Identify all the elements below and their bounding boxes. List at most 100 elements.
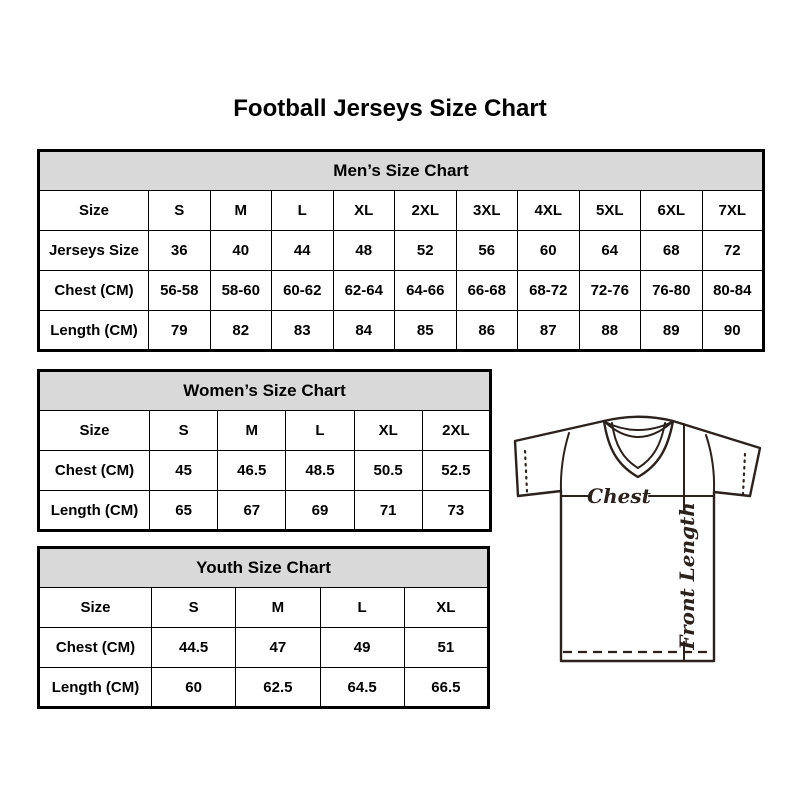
row-label: Size xyxy=(38,587,152,628)
table-cell: 83 xyxy=(271,310,334,351)
table-cell: 80-84 xyxy=(701,270,764,311)
table-cell: 66.5 xyxy=(403,667,490,708)
row-label: Length (CM) xyxy=(38,490,150,531)
mens-table-header: Men’s Size Chart xyxy=(38,150,764,191)
jersey-armhole-right-seam xyxy=(705,434,716,493)
table-cell: 46.5 xyxy=(217,450,287,491)
table-cell: 3XL xyxy=(455,190,518,231)
table-cell: 52 xyxy=(394,230,457,271)
row-label: Size xyxy=(38,190,149,231)
table-cell: 2XL xyxy=(421,410,492,451)
table-cell: 49 xyxy=(319,627,405,668)
jersey-measurement-diagram: Chest Front Length xyxy=(513,415,762,663)
table-header-row: Men’s Size Chart xyxy=(38,150,764,191)
row-label: Chest (CM) xyxy=(38,270,149,311)
table-cell: 4XL xyxy=(517,190,580,231)
table-cell: 72-76 xyxy=(578,270,641,311)
table-cell: 45 xyxy=(148,450,219,491)
table-cell: 64 xyxy=(578,230,641,271)
table-cell: 76-80 xyxy=(640,270,703,311)
table-cell: L xyxy=(319,587,405,628)
table-cell: XL xyxy=(353,410,423,451)
table-cell: 62-64 xyxy=(332,270,395,311)
table-cell: M xyxy=(217,410,287,451)
table-cell: 87 xyxy=(517,310,580,351)
table-cell: S xyxy=(148,190,211,231)
table-cell: 47 xyxy=(235,627,321,668)
table-row: Jerseys Size 36 40 44 48 52 56 60 64 68 … xyxy=(38,230,764,271)
row-label: Size xyxy=(38,410,150,451)
sleeve-cuff-left-dotted-line xyxy=(523,449,529,494)
table-cell: S xyxy=(150,587,237,628)
table-cell: 66-68 xyxy=(455,270,518,311)
table-cell: 58-60 xyxy=(209,270,272,311)
table-row: Length (CM) 79 82 83 84 85 86 87 88 89 9… xyxy=(38,310,764,351)
womens-size-table: Women’s Size Chart Size S M L XL 2XL Che… xyxy=(37,369,492,532)
womens-table-header: Women’s Size Chart xyxy=(38,370,491,411)
table-cell: 64-66 xyxy=(394,270,457,311)
table-cell: 82 xyxy=(209,310,272,351)
youth-size-table: Youth Size Chart Size S M L XL Chest (CM… xyxy=(37,546,490,709)
mens-size-table: Men’s Size Chart Size S M L XL 2XL 3XL 4… xyxy=(37,149,765,352)
table-cell: 67 xyxy=(217,490,287,531)
table-cell: 71 xyxy=(353,490,423,531)
table-header-row: Youth Size Chart xyxy=(38,547,489,588)
table-row: Chest (CM) 44.5 47 49 51 xyxy=(38,627,490,668)
table-cell: 65 xyxy=(148,490,219,531)
table-cell: 89 xyxy=(640,310,703,351)
row-label: Length (CM) xyxy=(38,310,149,351)
table-cell: 90 xyxy=(701,310,764,351)
table-cell: 88 xyxy=(578,310,641,351)
table-cell: 56 xyxy=(455,230,518,271)
table-cell: 44.5 xyxy=(150,627,237,668)
table-row: Size S M L XL xyxy=(38,587,490,628)
row-label: Jerseys Size xyxy=(38,230,149,271)
table-cell: 60-62 xyxy=(271,270,334,311)
table-cell: 56-58 xyxy=(148,270,211,311)
table-cell: L xyxy=(285,410,355,451)
jersey-armhole-left-seam xyxy=(559,432,570,493)
table-row: Length (CM) 65 67 69 71 73 xyxy=(38,490,492,531)
table-cell: 64.5 xyxy=(319,667,405,708)
table-cell: 68-72 xyxy=(517,270,580,311)
jersey-vneck-inner xyxy=(611,422,666,469)
table-cell: 5XL xyxy=(578,190,641,231)
table-cell: 73 xyxy=(421,490,492,531)
table-cell: 6XL xyxy=(640,190,703,231)
table-cell: 48 xyxy=(332,230,395,271)
table-cell: 48.5 xyxy=(285,450,355,491)
jersey-vneck-outer xyxy=(602,419,675,479)
table-cell: 60 xyxy=(150,667,237,708)
youth-table-header: Youth Size Chart xyxy=(38,547,489,588)
table-cell: 68 xyxy=(640,230,703,271)
table-cell: 44 xyxy=(271,230,334,271)
table-cell: M xyxy=(235,587,321,628)
table-cell: 72 xyxy=(701,230,764,271)
table-cell: 86 xyxy=(455,310,518,351)
table-row: Chest (CM) 45 46.5 48.5 50.5 52.5 xyxy=(38,450,492,491)
table-cell: XL xyxy=(403,587,490,628)
front-length-label: Front Length xyxy=(675,502,699,651)
table-header-row: Women’s Size Chart xyxy=(38,370,491,411)
chest-label: Chest xyxy=(587,484,651,508)
table-cell: 36 xyxy=(148,230,211,271)
table-cell: L xyxy=(271,190,334,231)
table-cell: 51 xyxy=(403,627,490,668)
table-cell: XL xyxy=(332,190,395,231)
table-cell: 2XL xyxy=(394,190,457,231)
table-cell: 40 xyxy=(209,230,272,271)
table-cell: 69 xyxy=(285,490,355,531)
table-cell: 60 xyxy=(517,230,580,271)
table-cell: 7XL xyxy=(701,190,764,231)
table-cell: 62.5 xyxy=(235,667,321,708)
page-title: Football Jerseys Size Chart xyxy=(233,95,547,122)
table-cell: 85 xyxy=(394,310,457,351)
table-row: Chest (CM) 56-58 58-60 60-62 62-64 64-66… xyxy=(38,270,764,311)
row-label: Chest (CM) xyxy=(38,627,152,668)
row-label: Chest (CM) xyxy=(38,450,150,491)
table-cell: M xyxy=(209,190,272,231)
table-row: Length (CM) 60 62.5 64.5 66.5 xyxy=(38,667,490,708)
table-cell: 84 xyxy=(332,310,395,351)
table-row: Size S M L XL 2XL 3XL 4XL 5XL 6XL 7XL xyxy=(38,190,764,231)
